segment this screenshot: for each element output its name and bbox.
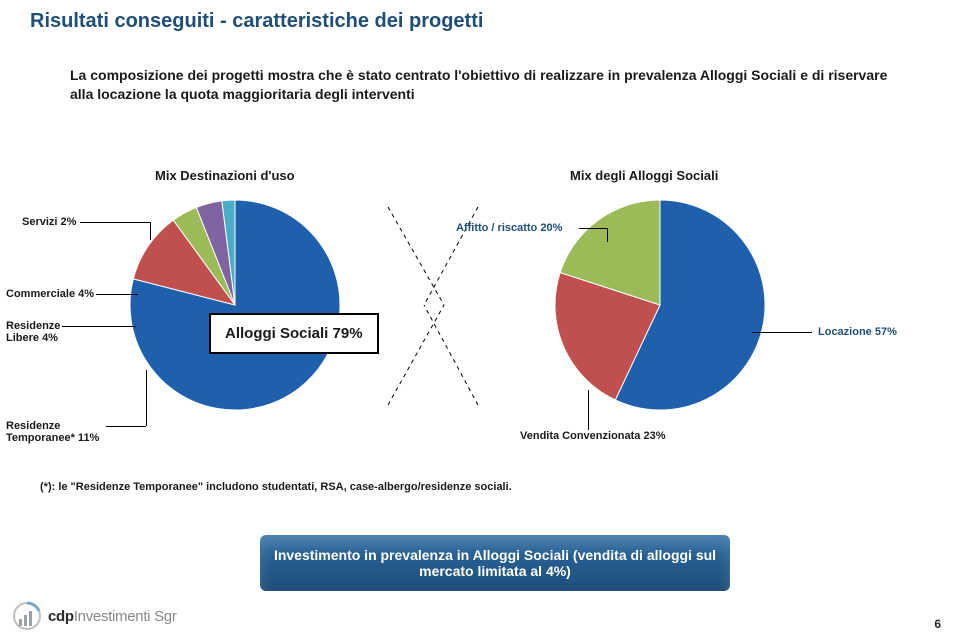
label-alloggi-sociali-box: Alloggi Sociali 79%: [209, 313, 379, 354]
footnote: (*): le "Residenze Temporanee" includono…: [40, 480, 512, 494]
page-intro: La composizione dei progetti mostra che …: [70, 66, 890, 104]
leader-res-temp-h: [106, 426, 146, 427]
label-res-temp-l1: Residenze: [6, 420, 60, 432]
logo: cdpInvestimenti Sgr: [12, 601, 177, 631]
pie-right-svg: [555, 200, 765, 410]
leader-affitto-h: [579, 228, 607, 229]
leader-res-libere: [62, 326, 136, 327]
pie-chart-destinazioni: [130, 200, 340, 415]
logo-text: cdpInvestimenti Sgr: [48, 608, 177, 625]
leader-locazione: [752, 332, 812, 333]
label-res-temp: Residenze Temporanee* 11%: [6, 420, 99, 444]
label-vendita: Vendita Convenzionata 23%: [520, 430, 665, 442]
leader-servizi-v: [150, 222, 151, 240]
page-title: Risultati conseguiti - caratteristiche d…: [30, 10, 483, 33]
label-servizi: Servizi 2%: [22, 216, 76, 228]
logo-text-light: Investimenti Sgr: [74, 608, 177, 625]
label-res-libere-l1: Residenze: [6, 320, 60, 332]
label-affitto: Affitto / riscatto 20%: [456, 222, 562, 234]
chart-left-title: Mix Destinazioni d'uso: [155, 168, 295, 183]
leader-commerciale: [96, 294, 138, 295]
page-number: 6: [934, 617, 941, 631]
chart-right-title: Mix degli Alloggi Sociali: [570, 168, 718, 183]
pie-chart-alloggi-sociali: [555, 200, 765, 415]
label-res-libere: Residenze Libere 4%: [6, 320, 60, 344]
logo-icon: [12, 601, 42, 631]
label-commerciale: Commerciale 4%: [6, 288, 94, 300]
leader-servizi: [80, 222, 150, 223]
leader-vendita-v: [588, 390, 589, 430]
leader-res-temp-v: [146, 370, 147, 426]
leader-affitto-v: [607, 228, 608, 242]
label-locazione: Locazione 57%: [818, 326, 897, 338]
pie-left-svg: [130, 200, 340, 410]
label-res-libere-l2: Libere 4%: [6, 332, 58, 344]
highlight-capsule: Investimento in prevalenza in Alloggi So…: [260, 535, 730, 591]
label-res-temp-l2: Temporanee* 11%: [6, 432, 99, 444]
logo-text-bold: cdp: [48, 608, 74, 625]
